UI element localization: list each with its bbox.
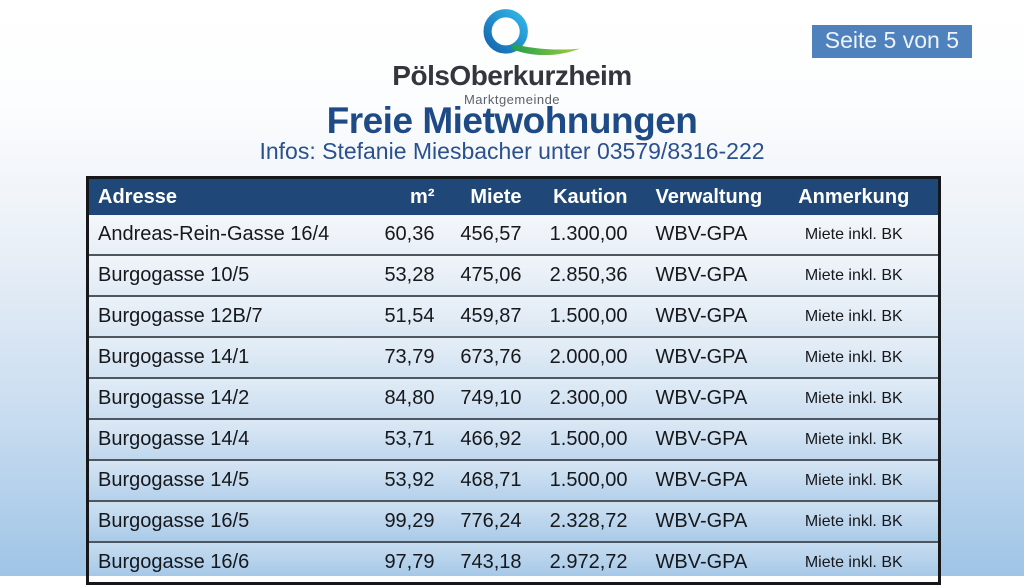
cell-kaution: 1.300,00 [533, 215, 642, 255]
cell-verwaltung: WBV-GPA [641, 378, 770, 419]
cell-anmerkung: Miete inkl. BK [769, 501, 940, 542]
cell-verwaltung: WBV-GPA [641, 296, 770, 337]
cell-m2: 60,36 [341, 215, 447, 255]
cell-kaution: 2.850,36 [533, 255, 642, 296]
cell-adresse: Burgogasse 16/6 [87, 542, 342, 584]
cell-miete: 776,24 [446, 501, 534, 542]
cell-m2: 99,29 [341, 501, 447, 542]
cell-kaution: 2.972,72 [533, 542, 642, 584]
cell-anmerkung: Miete inkl. BK [769, 460, 940, 501]
cell-verwaltung: WBV-GPA [641, 337, 770, 378]
cell-anmerkung: Miete inkl. BK [769, 337, 940, 378]
header-miete: Miete [446, 177, 534, 215]
cell-m2: 53,28 [341, 255, 447, 296]
logo-subname: Marktgemeinde [463, 92, 561, 107]
cell-adresse: Burgogasse 10/5 [87, 255, 342, 296]
table-header: Adresse m² Miete Kaution Verwaltung Anme… [87, 177, 940, 215]
cell-adresse: Burgogasse 14/1 [87, 337, 342, 378]
logo-name: PölsOberkurzheim [392, 60, 632, 91]
rental-table: Adresse m² Miete Kaution Verwaltung Anme… [86, 176, 941, 585]
header-m2: m² [341, 177, 447, 215]
cell-kaution: 2.328,72 [533, 501, 642, 542]
cell-miete: 673,76 [446, 337, 534, 378]
cell-verwaltung: WBV-GPA [641, 419, 770, 460]
cell-adresse: Burgogasse 14/2 [87, 378, 342, 419]
cell-adresse: Burgogasse 12B/7 [87, 296, 342, 337]
cell-anmerkung: Miete inkl. BK [769, 542, 940, 584]
cell-m2: 51,54 [341, 296, 447, 337]
cell-verwaltung: WBV-GPA [641, 255, 770, 296]
cell-adresse: Andreas-Rein-Gasse 16/4 [87, 215, 342, 255]
table-row: Burgogasse 14/2 84,80 749,10 2.300,00 WBV-GP… [87, 378, 940, 419]
cell-kaution: 1.500,00 [533, 460, 642, 501]
page-title: Freie Mietwohnungen [326, 100, 698, 141]
page-number-badge: Seite 5 von 5 [811, 25, 972, 58]
contact-info: Infos: Stefanie Miesbacher unter 03579/8… [259, 138, 765, 164]
cell-adresse: Burgogasse 14/5 [87, 460, 342, 501]
table-row: Andreas-Rein-Gasse 16/4 60,36 456,57 1.300,… [87, 215, 940, 255]
cell-adresse: Burgogasse 16/5 [87, 501, 342, 542]
table-row: Burgogasse 16/6 97,79 743,18 2.972,72 WBV-GP… [87, 542, 940, 584]
cell-miete: 459,87 [446, 296, 534, 337]
table-row: Burgogasse 10/5 53,28 475,06 2.850,36 WBV-GP… [87, 255, 940, 296]
cell-m2: 84,80 [341, 378, 447, 419]
cell-anmerkung: Miete inkl. BK [769, 378, 940, 419]
cell-m2: 73,79 [341, 337, 447, 378]
cell-miete: 466,92 [446, 419, 534, 460]
cell-miete: 475,06 [446, 255, 534, 296]
header-adresse: Adresse [87, 177, 342, 215]
table-row: Burgogasse 14/1 73,79 673,76 2.000,00 WBV-GP… [87, 337, 940, 378]
municipality-logo: PölsOberkurzheim Marktgemeinde [0, 6, 1024, 107]
cell-anmerkung: Miete inkl. BK [769, 255, 940, 296]
cell-miete: 456,57 [446, 215, 534, 255]
cell-adresse: Burgogasse 14/4 [87, 419, 342, 460]
table-row: Burgogasse 16/5 99,29 776,24 2.328,72 WBV-GP… [87, 501, 940, 542]
cell-kaution: 1.500,00 [533, 419, 642, 460]
cell-m2: 53,92 [341, 460, 447, 501]
table-body: Andreas-Rein-Gasse 16/4 60,36 456,57 1.300,… [87, 215, 940, 584]
cell-verwaltung: WBV-GPA [641, 542, 770, 584]
cell-kaution: 2.000,00 [533, 337, 642, 378]
header-anmerkung: Anmerkung [769, 177, 940, 215]
cell-kaution: 1.500,00 [533, 296, 642, 337]
cell-miete: 468,71 [446, 460, 534, 501]
q-swoosh-logo-icon [483, 9, 580, 56]
cell-miete: 743,18 [446, 542, 534, 584]
table-row: Burgogasse 14/4 53,71 466,92 1.500,00 WBV-GP… [87, 419, 940, 460]
cell-verwaltung: WBV-GPA [641, 215, 770, 255]
cell-anmerkung: Miete inkl. BK [769, 296, 940, 337]
cell-m2: 97,79 [341, 542, 447, 584]
cell-miete: 749,10 [446, 378, 534, 419]
cell-m2: 53,71 [341, 419, 447, 460]
cell-kaution: 2.300,00 [533, 378, 642, 419]
cell-verwaltung: WBV-GPA [641, 460, 770, 501]
header-kaution: Kaution [533, 177, 642, 215]
header-verwaltung: Verwaltung [641, 177, 770, 215]
table-row: Burgogasse 14/5 53,92 468,71 1.500,00 WBV-GP… [87, 460, 940, 501]
cell-anmerkung: Miete inkl. BK [769, 419, 940, 460]
cell-anmerkung: Miete inkl. BK [769, 215, 940, 255]
table-row: Burgogasse 12B/7 51,54 459,87 1.500,00 WBV-G… [87, 296, 940, 337]
cell-verwaltung: WBV-GPA [641, 501, 770, 542]
